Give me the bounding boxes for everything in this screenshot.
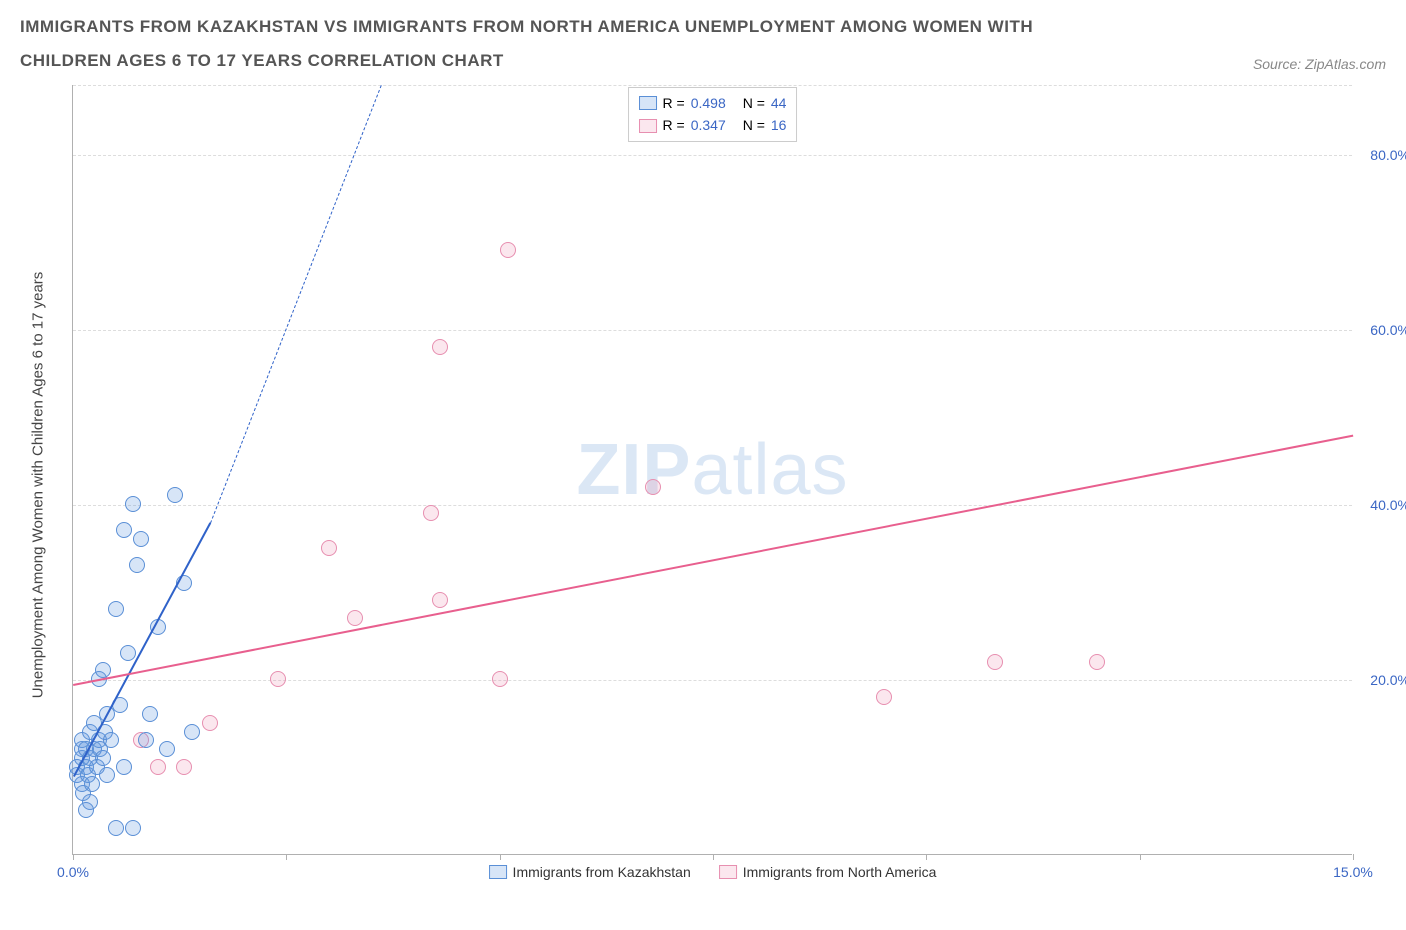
gridline bbox=[73, 85, 1352, 86]
legend-label-a: Immigrants from Kazakhstan bbox=[513, 864, 691, 880]
data-point bbox=[116, 522, 132, 538]
data-point bbox=[321, 540, 337, 556]
y-axis-label: Unemployment Among Women with Children A… bbox=[30, 272, 47, 699]
x-tick-mark bbox=[500, 854, 501, 860]
r-value-a: 0.498 bbox=[691, 92, 737, 114]
trend-line bbox=[210, 85, 382, 523]
legend-correlation: R = 0.498 N = 44 R = 0.347 N = 16 bbox=[628, 87, 798, 142]
data-point bbox=[150, 759, 166, 775]
data-point bbox=[159, 741, 175, 757]
data-point bbox=[167, 487, 183, 503]
legend-label-b: Immigrants from North America bbox=[743, 864, 937, 880]
data-point bbox=[500, 242, 516, 258]
x-tick-mark bbox=[713, 854, 714, 860]
x-tick-mark bbox=[286, 854, 287, 860]
data-point bbox=[492, 671, 508, 687]
watermark-strong: ZIP bbox=[576, 430, 691, 510]
data-point bbox=[125, 496, 141, 512]
y-tick-label: 60.0% bbox=[1370, 322, 1406, 338]
y-tick-label: 80.0% bbox=[1370, 147, 1406, 163]
data-point bbox=[270, 671, 286, 687]
data-point bbox=[987, 654, 1003, 670]
plot-area: ZIPatlas R = 0.498 N = 44 R = 0.347 N = … bbox=[72, 85, 1352, 855]
gridline bbox=[73, 680, 1352, 681]
legend-item-b: Immigrants from North America bbox=[719, 864, 937, 880]
x-tick-mark bbox=[73, 854, 74, 860]
swatch-b bbox=[719, 865, 737, 879]
data-point bbox=[108, 820, 124, 836]
data-point bbox=[78, 802, 94, 818]
data-point bbox=[95, 750, 111, 766]
gridline bbox=[73, 330, 1352, 331]
data-point bbox=[95, 662, 111, 678]
legend-series: Immigrants from Kazakhstan Immigrants fr… bbox=[489, 864, 937, 880]
legend-item-a: Immigrants from Kazakhstan bbox=[489, 864, 691, 880]
watermark-light: atlas bbox=[691, 430, 848, 510]
data-point bbox=[116, 759, 132, 775]
y-tick-label: 20.0% bbox=[1370, 672, 1406, 688]
data-point bbox=[103, 732, 119, 748]
watermark: ZIPatlas bbox=[576, 429, 848, 511]
data-point bbox=[120, 645, 136, 661]
data-point bbox=[423, 505, 439, 521]
data-point bbox=[125, 820, 141, 836]
x-tick-label: 0.0% bbox=[57, 864, 89, 880]
legend-row-a: R = 0.498 N = 44 bbox=[639, 92, 787, 114]
data-point bbox=[99, 767, 115, 783]
swatch-a bbox=[489, 865, 507, 879]
data-point bbox=[138, 732, 154, 748]
n-value-b: 16 bbox=[771, 114, 787, 136]
r-value-b: 0.347 bbox=[691, 114, 737, 136]
x-tick-mark bbox=[926, 854, 927, 860]
r-label: R = bbox=[663, 114, 685, 136]
gridline bbox=[73, 155, 1352, 156]
data-point bbox=[876, 689, 892, 705]
data-point bbox=[432, 339, 448, 355]
data-point bbox=[129, 557, 145, 573]
y-tick-label: 40.0% bbox=[1370, 497, 1406, 513]
r-label: R = bbox=[663, 92, 685, 114]
chart-title: IMMIGRANTS FROM KAZAKHSTAN VS IMMIGRANTS… bbox=[20, 10, 1120, 78]
data-point bbox=[202, 715, 218, 731]
swatch-b bbox=[639, 119, 657, 133]
n-label: N = bbox=[743, 114, 765, 136]
x-tick-label: 15.0% bbox=[1333, 864, 1373, 880]
data-point bbox=[1089, 654, 1105, 670]
data-point bbox=[176, 759, 192, 775]
data-point bbox=[347, 610, 363, 626]
data-point bbox=[432, 592, 448, 608]
data-point bbox=[184, 724, 200, 740]
swatch-a bbox=[639, 96, 657, 110]
data-point bbox=[133, 531, 149, 547]
data-point bbox=[84, 776, 100, 792]
legend-row-b: R = 0.347 N = 16 bbox=[639, 114, 787, 136]
n-value-a: 44 bbox=[771, 92, 787, 114]
n-label: N = bbox=[743, 92, 765, 114]
x-tick-mark bbox=[1140, 854, 1141, 860]
data-point bbox=[108, 601, 124, 617]
x-tick-mark bbox=[1353, 854, 1354, 860]
trend-line bbox=[73, 435, 1353, 686]
source-label: Source: ZipAtlas.com bbox=[1253, 56, 1386, 78]
data-point bbox=[142, 706, 158, 722]
gridline bbox=[73, 505, 1352, 506]
data-point bbox=[645, 479, 661, 495]
